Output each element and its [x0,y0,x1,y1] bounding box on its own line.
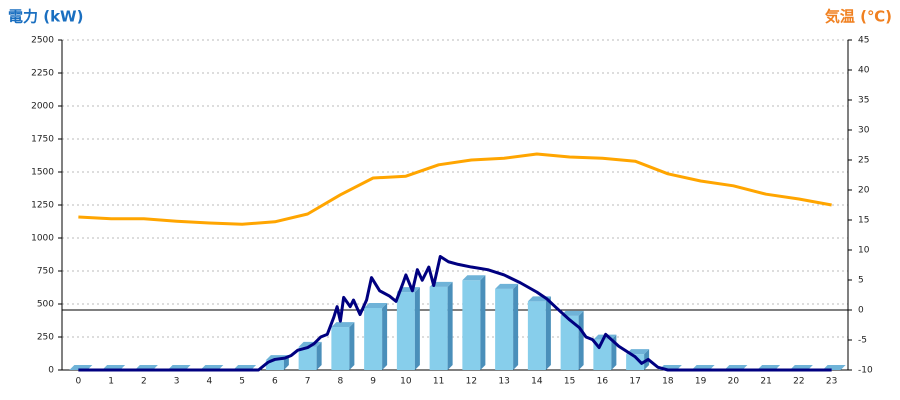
bar [462,280,481,370]
bar-side [513,283,519,370]
bar [560,315,579,370]
x-tick-label: 6 [272,377,278,387]
y2-tick-label: 40 [858,66,870,76]
x-tick-label: 8 [338,377,344,387]
x-tick-label: 14 [531,377,543,387]
y2-tick-label: 5 [858,276,864,286]
bar-side [316,341,322,370]
x-tick-label: 21 [760,377,771,387]
bar [298,346,317,370]
bar-top [626,349,650,355]
x-tick-label: 4 [207,377,213,387]
y2-tick-label: 0 [858,306,864,316]
y-tick-label: 0 [48,366,54,376]
y-tick-label: 2500 [31,36,54,46]
bar-side [283,355,289,370]
y2-tick-label: -10 [858,366,873,376]
y2-tick-label: 10 [858,246,870,256]
x-tick-label: 3 [174,377,180,387]
y-tick-label: 750 [37,267,54,277]
x-tick-label: 19 [695,377,707,387]
y2-tick-label: 35 [858,96,869,106]
bar-top [364,302,388,308]
x-tick-label: 2 [141,377,147,387]
bar-side [578,310,584,370]
y2-tick-label: 30 [858,126,870,136]
y-tick-label: 2250 [31,69,54,79]
y-tick-label: 1750 [31,135,54,145]
bar-side [545,296,551,370]
x-tick-label: 12 [466,377,477,387]
bar [331,327,350,370]
bar-top [331,322,355,328]
x-tick-label: 13 [498,377,509,387]
x-tick-label: 16 [597,377,609,387]
y2-tick-label: 25 [858,156,869,166]
bar-top [560,310,584,316]
y2-tick-label: -5 [858,336,867,346]
bar [626,354,645,370]
line [78,152,832,226]
y-tick-label: 500 [37,300,54,310]
y2-tick-label: 15 [858,216,869,226]
y-axis-title: 電力 (kW) [8,8,83,26]
bar [429,286,448,370]
bar-side [480,275,486,370]
x-tick-label: 22 [793,377,804,387]
bar [265,360,284,370]
y-tick-label: 1000 [31,234,54,244]
x-tick-label: 7 [305,377,311,387]
x-tick-label: 0 [76,377,82,387]
bar-side [447,281,453,370]
x-tick-label: 15 [564,377,575,387]
x-tick-label: 17 [629,377,640,387]
bar [495,288,514,370]
x-tick-label: 11 [433,377,444,387]
bar [396,292,415,370]
bar [364,307,383,370]
y2-axis-title: 気温 (℃) [825,8,892,26]
x-tick-label: 10 [400,377,412,387]
line [78,254,832,372]
bar-top [495,283,519,289]
x-tick-label: 1 [108,377,114,387]
bar-side [414,287,420,370]
x-tick-label: 23 [826,377,837,387]
bar-side [349,322,355,370]
bar-top [462,275,486,281]
x-tick-label: 18 [662,377,674,387]
y-tick-label: 1500 [31,168,54,178]
y-tick-label: 1250 [31,201,54,211]
x-tick-label: 9 [370,377,376,387]
y2-tick-label: 20 [858,186,870,196]
y-tick-label: 250 [37,333,54,343]
bar [527,301,546,370]
y2-tick-label: 45 [858,36,869,46]
x-tick-label: 20 [728,377,740,387]
y-tick-label: 2000 [31,102,54,112]
bar-side [382,302,388,370]
x-tick-label: 5 [239,377,245,387]
